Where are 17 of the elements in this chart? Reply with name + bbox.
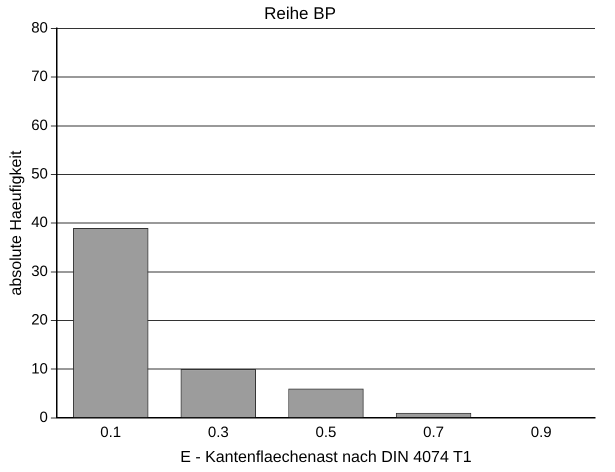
y-tick-label: 60 bbox=[31, 116, 48, 134]
y-tick-label: 10 bbox=[31, 360, 48, 378]
chart-title: Reihe BP bbox=[264, 4, 336, 23]
y-tick-label: 30 bbox=[31, 262, 48, 280]
y-tick-label: 40 bbox=[31, 214, 48, 232]
x-tick-label: 0.9 bbox=[530, 424, 552, 441]
x-tick-label: 0.3 bbox=[208, 424, 229, 441]
y-tick-label: 80 bbox=[31, 20, 48, 37]
y-tick-label: 20 bbox=[31, 312, 48, 329]
y-tick-label: 50 bbox=[31, 166, 48, 183]
x-axis-title: E - Kantenflaechenast nach DIN 4074 T1 bbox=[180, 448, 472, 466]
y-tick-label: 70 bbox=[31, 68, 48, 86]
x-tick-label: 0.5 bbox=[316, 424, 336, 441]
x-tick-label: 0.1 bbox=[100, 424, 122, 441]
x-tick-label: 0.7 bbox=[423, 424, 444, 441]
y-axis-title: absolute Haeufigkeit bbox=[8, 150, 26, 296]
y-tick-label: 0 bbox=[40, 408, 48, 426]
